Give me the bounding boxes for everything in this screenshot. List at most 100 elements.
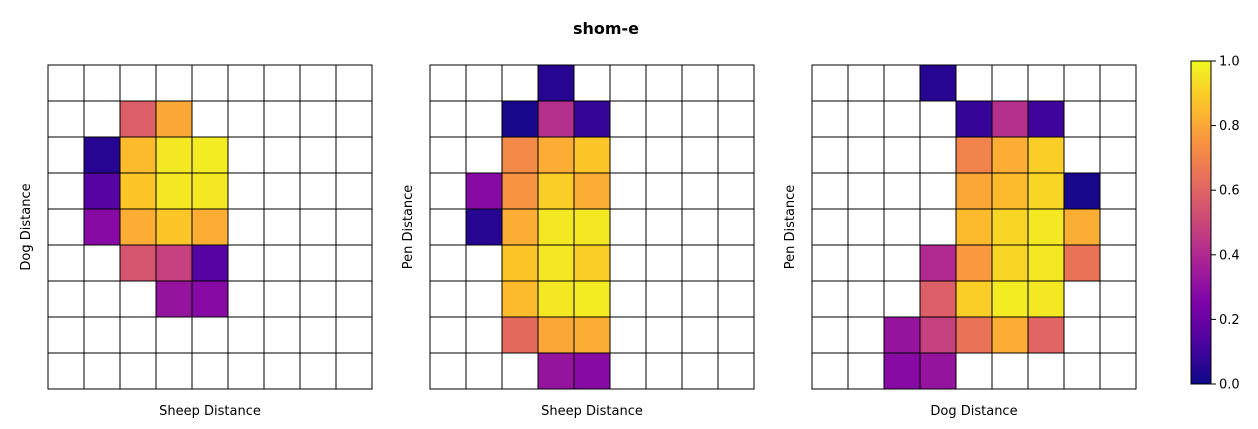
heatmap-cell <box>919 64 957 102</box>
heatmap-cell <box>537 316 575 354</box>
heatmap-cell <box>991 208 1029 246</box>
heatmap-cell-empty <box>1063 136 1101 174</box>
heatmap-cell-empty <box>955 64 993 102</box>
heatmap-cell-empty <box>119 64 157 102</box>
heatmap-cell-empty <box>1063 280 1101 318</box>
heatmap-cell-empty <box>47 100 85 138</box>
heatmap-cell-empty <box>227 208 265 246</box>
heatmap-cell <box>573 208 611 246</box>
heatmap-cell <box>537 100 575 138</box>
heatmap-cell <box>955 100 993 138</box>
y-axis-label: Pen Distance <box>783 185 798 270</box>
heatmap-cell <box>501 172 539 210</box>
heatmap-cell-empty <box>465 100 503 138</box>
heatmap-cell <box>191 172 229 210</box>
figure-title: shom-e <box>573 19 639 38</box>
heatmap-cell <box>155 100 193 138</box>
heatmap-cell-empty <box>609 208 647 246</box>
heatmap-cell-empty <box>47 172 85 210</box>
heatmap-cell <box>155 280 193 318</box>
heatmap-cell-empty <box>299 244 337 282</box>
heatmap-cell <box>501 244 539 282</box>
heatmap-cell <box>191 136 229 174</box>
heatmap-cell-empty <box>847 172 885 210</box>
heatmap-cell-empty <box>299 316 337 354</box>
heatmap-cell-empty <box>1099 352 1137 390</box>
heatmap-cell-empty <box>191 100 229 138</box>
heatmap-cell-empty <box>847 352 885 390</box>
heatmap-cell-empty <box>47 352 85 390</box>
heatmap-cell-empty <box>609 64 647 102</box>
heatmap-cell <box>1027 244 1065 282</box>
heatmap-cell-empty <box>609 100 647 138</box>
heatmap-cell <box>573 172 611 210</box>
heatmap-cell-empty <box>717 100 755 138</box>
heatmap-cell <box>465 208 503 246</box>
heatmap-cell <box>955 280 993 318</box>
heatmap-cell-empty <box>919 172 957 210</box>
heatmap-cell-empty <box>429 352 467 390</box>
x-axis-label: Dog Distance <box>930 404 1017 419</box>
heatmap-cell-empty <box>429 316 467 354</box>
heatmap-cell <box>83 208 121 246</box>
heatmap-cell-empty <box>335 136 373 174</box>
heatmap-cell-empty <box>83 100 121 138</box>
heatmap-cell <box>501 208 539 246</box>
heatmap-cell-empty <box>609 244 647 282</box>
heatmap-cell-empty <box>429 64 467 102</box>
heatmap-cell <box>83 136 121 174</box>
heatmap-cell <box>501 280 539 318</box>
heatmap-cell <box>955 316 993 354</box>
heatmap-cell-empty <box>263 316 301 354</box>
heatmap-cell-empty <box>717 352 755 390</box>
heatmap-cell-empty <box>883 172 921 210</box>
heatmap-cell-empty <box>119 316 157 354</box>
heatmap-cell-empty <box>299 280 337 318</box>
colorbar-bar <box>1190 60 1212 385</box>
heatmap-cell-empty <box>299 208 337 246</box>
heatmap-cell-empty <box>645 244 683 282</box>
heatmap-cell-empty <box>1063 64 1101 102</box>
heatmap-cell-empty <box>155 316 193 354</box>
heatmap-cell <box>991 280 1029 318</box>
heatmap-cell <box>573 100 611 138</box>
heatmap-cell-empty <box>47 280 85 318</box>
heatmap-cell <box>1027 208 1065 246</box>
heatmap-cell <box>573 244 611 282</box>
heatmap-cell <box>537 136 575 174</box>
heatmap-cell <box>573 316 611 354</box>
heatmap-cell-empty <box>609 316 647 354</box>
heatmap-cell-empty <box>847 244 885 282</box>
heatmap-cells <box>429 64 755 390</box>
heatmap-cell-empty <box>1099 172 1137 210</box>
heatmap-cell-empty <box>1027 352 1065 390</box>
heatmap-cell <box>1027 136 1065 174</box>
heatmap-cell-empty <box>191 316 229 354</box>
heatmap-cell-empty <box>335 316 373 354</box>
heatmap-cell-empty <box>1063 316 1101 354</box>
heatmap-cell-empty <box>155 64 193 102</box>
heatmap-cell-empty <box>609 352 647 390</box>
heatmap-cell <box>991 172 1029 210</box>
heatmap-cell <box>191 244 229 282</box>
heatmap-cell-empty <box>47 316 85 354</box>
heatmap-cell-empty <box>681 208 719 246</box>
heatmap-cell-empty <box>263 280 301 318</box>
heatmap-cell-empty <box>991 64 1029 102</box>
heatmap-cell-empty <box>299 64 337 102</box>
heatmap-cell-empty <box>227 64 265 102</box>
heatmap-cell-empty <box>83 352 121 390</box>
heatmap-cell <box>1027 316 1065 354</box>
x-axis-label: Sheep Distance <box>541 404 643 419</box>
heatmap-cell <box>191 280 229 318</box>
heatmap-cell-empty <box>645 352 683 390</box>
heatmap-cell-empty <box>1099 316 1137 354</box>
heatmap-cell-empty <box>811 100 849 138</box>
heatmap-cell <box>119 208 157 246</box>
heatmap-cell-empty <box>645 136 683 174</box>
heatmap-cell-empty <box>191 352 229 390</box>
heatmap-cell-empty <box>847 316 885 354</box>
heatmap-cell-empty <box>681 316 719 354</box>
heatmap-cell-empty <box>299 172 337 210</box>
heatmap-cell-empty <box>991 352 1029 390</box>
